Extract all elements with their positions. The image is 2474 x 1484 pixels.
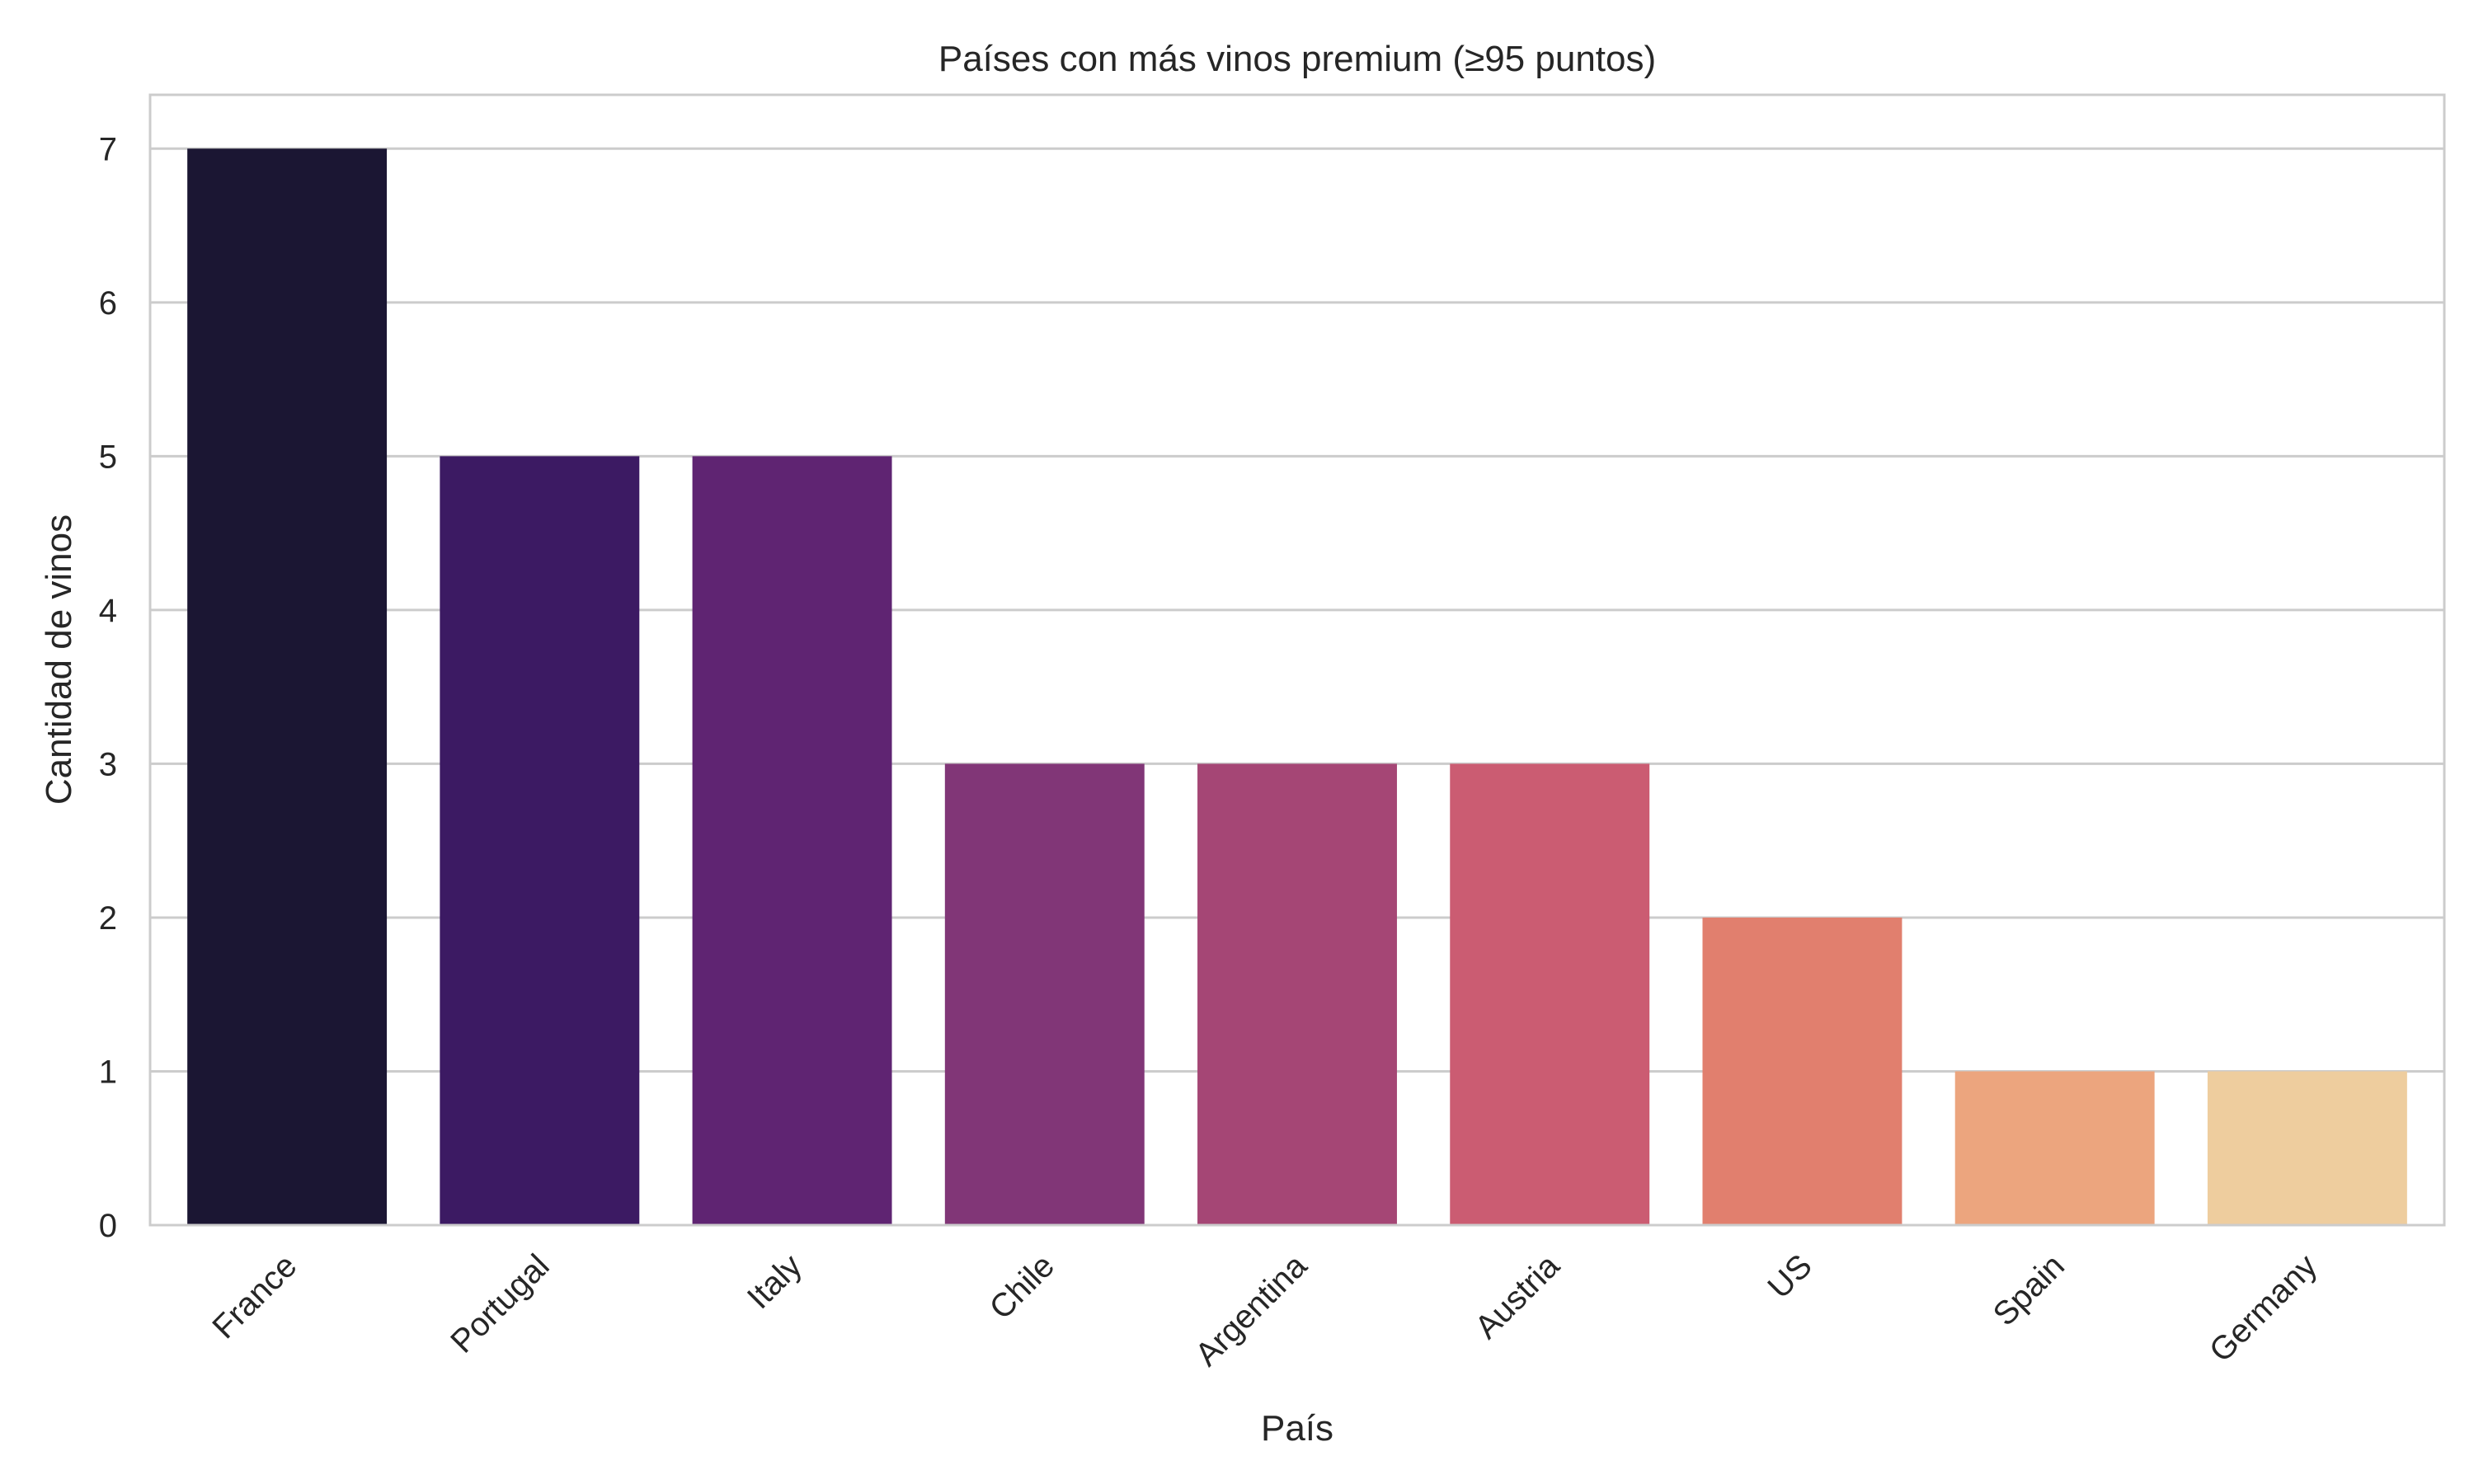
y-tick-label: 5 <box>99 439 117 475</box>
bar-chile <box>944 763 1145 1225</box>
x-tick-label-spain: Spain <box>1987 1247 2072 1332</box>
y-tick-label: 1 <box>99 1054 117 1090</box>
y-tick-labels: 0 1 2 3 4 5 6 7 <box>99 131 117 1244</box>
bars <box>187 148 2407 1225</box>
x-axis-title: País <box>1261 1408 1333 1449</box>
bar-argentina <box>1197 763 1397 1225</box>
bar-us <box>1702 917 1903 1225</box>
y-tick-label: 3 <box>99 746 117 782</box>
bar-austria <box>1450 763 1650 1225</box>
bar-france <box>187 148 388 1225</box>
bar-germany <box>2207 1071 2407 1225</box>
y-tick-label: 0 <box>99 1208 117 1244</box>
y-tick-label: 4 <box>99 593 117 629</box>
x-tick-label-italy: Italy <box>741 1247 809 1316</box>
x-tick-label-austria: Austria <box>1468 1247 1567 1346</box>
x-tick-label-germany: Germany <box>2203 1247 2324 1369</box>
x-tick-label-france: France <box>205 1247 303 1345</box>
y-tick-label: 6 <box>99 285 117 322</box>
y-tick-label: 2 <box>99 900 117 937</box>
chart-title: Países con más vinos premium (≥95 puntos… <box>938 39 1656 79</box>
x-tick-label-argentina: Argentina <box>1188 1247 1315 1374</box>
x-tick-label-chile: Chile <box>983 1247 1062 1327</box>
x-tick-label-portugal: Portugal <box>444 1247 556 1360</box>
x-tick-labels: France Portugal Italy Chile Argentina Austria… <box>205 1247 2324 1374</box>
x-tick-label-us: US <box>1761 1247 1818 1305</box>
y-axis-title: Cantidad de vinos <box>39 514 79 805</box>
plot-frame <box>148 93 2446 1227</box>
bar-portugal <box>440 456 640 1225</box>
bar-spain <box>1954 1071 2155 1225</box>
y-tick-label: 7 <box>99 131 117 167</box>
bar-italy <box>692 456 892 1225</box>
